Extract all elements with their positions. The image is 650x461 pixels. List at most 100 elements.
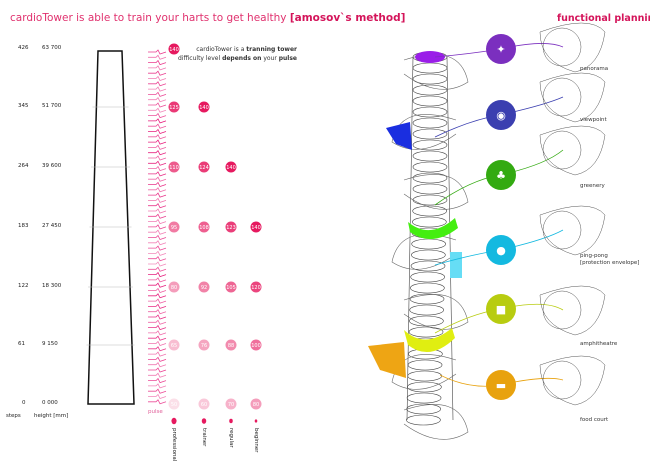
- note-text: difficulty level: [178, 55, 223, 62]
- tower-profile: [87, 50, 135, 405]
- drop-icon: [254, 419, 258, 423]
- floor-plan: [539, 22, 606, 73]
- pulse-value: 76: [201, 343, 207, 349]
- floor-plan: [539, 205, 606, 256]
- pulse-value: 124: [199, 165, 209, 171]
- pulse-value: 140: [199, 105, 209, 111]
- functional-title: functional planning: [557, 13, 650, 24]
- function-label: ping-pong [protection envelope]: [580, 253, 639, 267]
- function-label: viewpoint: [580, 117, 607, 124]
- floor-plan: [539, 72, 606, 123]
- height-value: 27 450: [42, 223, 62, 229]
- pulse-value: 70: [228, 402, 234, 408]
- drop-icon: [229, 418, 233, 424]
- height-axis-label: height [mm]: [34, 413, 69, 419]
- pulse-circle: 124: [198, 161, 210, 173]
- pulse-value: 123: [226, 225, 236, 231]
- pulse-circle: 100: [250, 339, 262, 351]
- drop-icon: [171, 417, 177, 425]
- svg-text:▬: ▬: [496, 379, 506, 392]
- pulse-ecg-trace: [148, 49, 167, 405]
- tree-icon: ♣: [486, 160, 516, 190]
- pulse-circle: 108: [198, 221, 210, 233]
- steps-value: 183: [18, 223, 29, 229]
- pulse-value: 140: [226, 165, 236, 171]
- pulse-value: 110: [169, 165, 179, 171]
- pulse-value: 125: [169, 105, 179, 111]
- function-label: food court: [580, 417, 608, 424]
- telescope-icon: ✦: [486, 34, 516, 64]
- title-text: cardioTower is able to train your harts …: [10, 12, 290, 24]
- pulse-circle: 140: [250, 221, 262, 233]
- function-label: amphitheatre: [580, 341, 617, 348]
- function-subtitle: [protection envelope]: [580, 260, 640, 266]
- pulse-value: 105: [226, 285, 236, 291]
- pulse-circle: 140: [198, 101, 210, 113]
- function-name: viewpoint: [580, 117, 607, 123]
- pulse-value: 60: [201, 402, 207, 408]
- svg-text:●: ●: [496, 244, 506, 257]
- pulse-circle: 60: [198, 398, 210, 410]
- pulse-value: 80: [253, 402, 259, 408]
- burger-icon: ▬: [486, 370, 516, 400]
- svg-text:■: ■: [496, 303, 506, 316]
- camera-icon: ■: [486, 294, 516, 324]
- function-name: panorama: [580, 66, 609, 72]
- pulse-circle: 120: [250, 281, 262, 293]
- note-text: cardioTower is a: [196, 46, 247, 53]
- function-name: food court: [580, 417, 609, 423]
- greenery-platform: [408, 218, 458, 240]
- amphitheatre-platform: [404, 328, 455, 353]
- pulse-circle: 105: [225, 281, 237, 293]
- pulse-value: 140: [169, 47, 179, 53]
- pulse-value: 88: [228, 343, 234, 349]
- pulse-value: 92: [201, 285, 207, 291]
- floor-plan: [539, 285, 606, 336]
- height-value: 0 000: [42, 400, 58, 406]
- pingpong-envelope: [450, 252, 462, 278]
- viewpoint-platform: [386, 122, 412, 150]
- food-court-platform: [368, 342, 406, 378]
- function-label: panorama: [580, 66, 608, 73]
- steps-value: 122: [18, 283, 29, 289]
- note-text: your: [261, 55, 279, 62]
- pulse-circle: 140: [225, 161, 237, 173]
- drop-icon: [201, 418, 207, 424]
- steps-axis-label: steps: [6, 413, 21, 419]
- pulse-value: 65: [171, 343, 177, 349]
- svg-text:✦: ✦: [496, 43, 505, 56]
- height-value: 63 700: [42, 45, 62, 51]
- height-value: 39 600: [42, 163, 62, 169]
- pulse-value: 120: [251, 285, 261, 291]
- tower-note: cardioTower is a tranning tower difficul…: [178, 45, 297, 63]
- steps-value: 61: [18, 341, 25, 347]
- height-value: 18 300: [42, 283, 62, 289]
- pulse-circle: 65: [168, 339, 180, 351]
- pulse-circle: 140: [168, 43, 180, 55]
- note-bold: depends on: [222, 55, 262, 62]
- pulse-circle: 50: [168, 398, 180, 410]
- steps-value: 426: [18, 45, 29, 51]
- pulse-value: 80: [171, 285, 177, 291]
- note-bold: pulse: [278, 55, 297, 62]
- ping-pong-icon: ●: [486, 235, 516, 265]
- pulse-circle: 95: [168, 221, 180, 233]
- svg-text:♣: ♣: [496, 169, 506, 182]
- eye-icon: ◉: [486, 100, 516, 130]
- pulse-circle: 70: [225, 398, 237, 410]
- height-value: 9 150: [42, 341, 58, 347]
- pulse-circle: 88: [225, 339, 237, 351]
- pulse-value: 108: [199, 225, 209, 231]
- pulse-axis-label: pulse: [148, 409, 163, 415]
- pulse-circle: 123: [225, 221, 237, 233]
- page-title: cardioTower is able to train your harts …: [10, 12, 405, 24]
- pulse-circle: 76: [198, 339, 210, 351]
- steps-value: 0: [22, 400, 26, 406]
- note-bold: tranning tower: [246, 46, 297, 53]
- pulse-circle: 80: [168, 281, 180, 293]
- pulse-value: 140: [251, 225, 261, 231]
- function-name: greenery: [580, 183, 605, 189]
- svg-text:◉: ◉: [496, 109, 506, 122]
